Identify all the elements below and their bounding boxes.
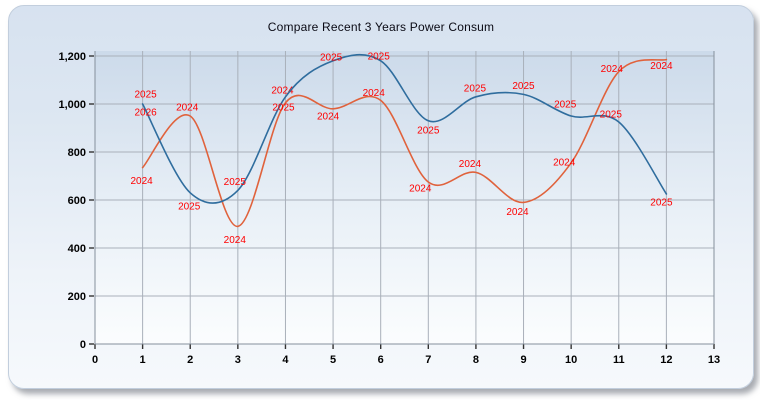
point-label-2025: 2025 — [368, 51, 391, 62]
y-axis-tick-label: 600 — [68, 195, 86, 207]
point-label-2025: 2025 — [464, 83, 487, 94]
point-label-2025: 2025 — [554, 100, 577, 111]
x-axis-tick-label: 10 — [565, 354, 577, 366]
x-axis-tick-label: 12 — [660, 354, 672, 366]
y-axis-tick-label: 1,000 — [58, 99, 86, 111]
point-label-2024: 2024 — [553, 157, 576, 168]
y-axis-tick-label: 1,200 — [58, 51, 86, 63]
point-label-2024: 2024 — [271, 85, 294, 96]
x-axis-tick-label: 1 — [140, 354, 146, 366]
point-label-2024: 2024 — [317, 111, 340, 122]
point-label-2025: 2025 — [178, 201, 201, 212]
x-axis-tick-label: 4 — [282, 354, 289, 366]
point-label-2025: 2025 — [272, 102, 295, 113]
point-label-2024: 2024 — [176, 103, 199, 114]
y-axis-tick-label: 800 — [68, 147, 86, 159]
y-axis-tick-label: 0 — [80, 339, 86, 351]
point-label-2024: 2024 — [459, 159, 482, 170]
point-label-2024: 2024 — [224, 235, 247, 246]
point-label-2025: 2025 — [224, 177, 247, 188]
point-label-2025: 2025 — [650, 198, 673, 209]
line-chart: 0 1 2 3 4 5 6 7 8 9 10 11 12 1302004006008001,0001,20… — [58, 51, 720, 366]
x-axis-tick-label: 11 — [613, 354, 625, 366]
point-label-2025: 2025 — [512, 81, 535, 92]
point-label-2024: 2024 — [650, 61, 673, 72]
x-axis-tick-label: 3 — [235, 354, 241, 366]
x-axis-tick-label: 2 — [187, 354, 193, 366]
x-axis-tick-label: 5 — [330, 354, 336, 366]
point-label-2025: 2025 — [320, 52, 343, 63]
x-axis-tick-label: 8 — [473, 354, 479, 366]
point-label-2024: 2024 — [506, 207, 529, 218]
point-label-2025: 2025 — [417, 125, 440, 136]
point-label-2024: 2024 — [409, 184, 432, 195]
chart-title: Compare Recent 3 Years Power Consum — [267, 20, 495, 34]
y-axis-tick-label: 200 — [68, 291, 86, 303]
point-label-2024: 2024 — [601, 64, 624, 75]
plot-area — [95, 51, 714, 344]
point-label-2024: 2024 — [130, 176, 153, 187]
x-axis-tick-label: 7 — [425, 354, 431, 366]
point-label-2024: 2024 — [363, 88, 386, 99]
series-line-2024 — [141, 58, 668, 228]
x-axis-tick-label: 0 — [92, 354, 98, 366]
x-axis-tick-label: 13 — [708, 354, 720, 366]
y-axis-tick-label: 400 — [68, 243, 86, 255]
point-label-2025: 2025 — [600, 110, 623, 121]
point-label-2026: 2026 — [134, 107, 157, 118]
series-line-2025 — [141, 54, 668, 204]
x-axis-tick-label: 6 — [378, 354, 384, 366]
point-label-2025: 2025 — [134, 90, 157, 101]
x-axis-tick-label: 9 — [520, 354, 526, 366]
